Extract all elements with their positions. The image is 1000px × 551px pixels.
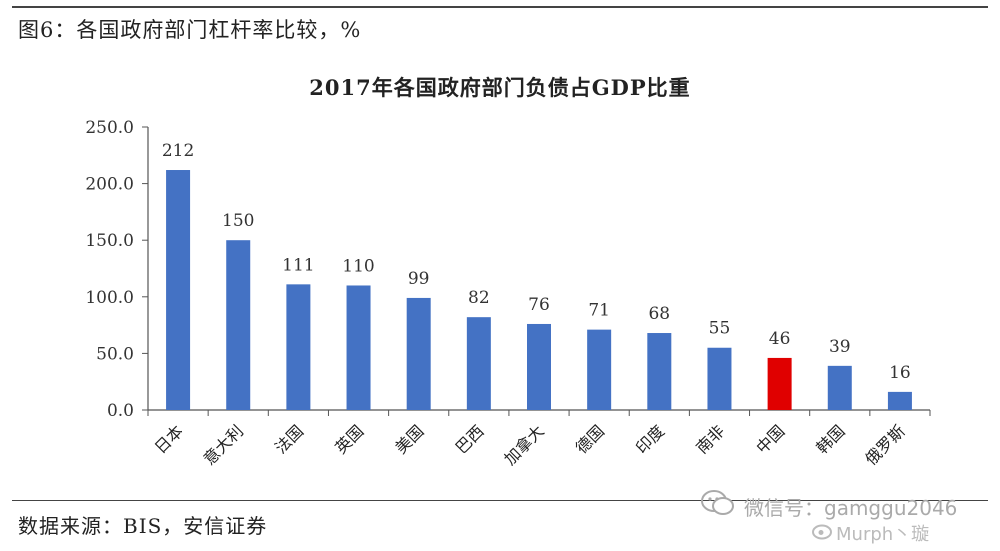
data-label: 99 bbox=[408, 269, 430, 289]
data-label: 111 bbox=[282, 255, 314, 275]
data-label: 212 bbox=[162, 141, 194, 161]
bar-1 bbox=[226, 240, 251, 410]
bar-4 bbox=[406, 297, 431, 410]
bar-0 bbox=[166, 170, 191, 410]
weibo-watermark: Murph丶璇 bbox=[836, 524, 930, 545]
data-label: 150 bbox=[222, 211, 254, 231]
source-note: 数据来源：BIS，安信证券 bbox=[18, 514, 268, 538]
bar-3 bbox=[346, 285, 371, 410]
bar-6 bbox=[527, 323, 551, 410]
category-label: 英国 bbox=[331, 421, 367, 457]
category-label: 韩国 bbox=[813, 421, 849, 457]
data-label: 55 bbox=[709, 319, 731, 339]
data-label: 16 bbox=[889, 363, 911, 383]
bar-5 bbox=[466, 317, 491, 410]
weibo-icon bbox=[812, 524, 832, 540]
category-label: 南非 bbox=[692, 421, 728, 457]
data-label: 46 bbox=[769, 329, 791, 349]
data-label: 71 bbox=[588, 301, 610, 321]
wechat-icon bbox=[701, 490, 734, 515]
data-label: 39 bbox=[829, 337, 851, 357]
bar-11 bbox=[827, 365, 852, 410]
y-tick-label: 250.0 bbox=[85, 118, 134, 138]
category-label: 法国 bbox=[271, 421, 307, 457]
bar-12 bbox=[887, 391, 912, 410]
data-label: 110 bbox=[342, 256, 374, 276]
figure-caption: 图6：各国政府部门杠杆率比较，% bbox=[18, 18, 362, 42]
data-label: 68 bbox=[648, 304, 670, 324]
category-label: 德国 bbox=[572, 421, 608, 457]
bar-2 bbox=[286, 284, 311, 410]
y-tick-label: 50.0 bbox=[96, 344, 134, 364]
y-tick-label: 0.0 bbox=[107, 401, 134, 421]
bar-7 bbox=[587, 329, 612, 410]
top-rule bbox=[12, 6, 988, 8]
category-label: 巴西 bbox=[452, 421, 488, 457]
y-tick-label: 150.0 bbox=[85, 231, 134, 251]
category-label: 日本 bbox=[151, 421, 187, 457]
category-label: 中国 bbox=[752, 421, 788, 457]
bar-10 bbox=[767, 357, 792, 410]
category-label: 美国 bbox=[391, 421, 427, 457]
chart-title: 2017年各国政府部门负债占GDP比重 bbox=[309, 75, 691, 100]
y-tick-label: 100.0 bbox=[85, 288, 134, 308]
bar-8 bbox=[647, 333, 672, 410]
data-label: 82 bbox=[468, 288, 490, 308]
bottom-rule bbox=[12, 500, 988, 501]
data-label: 76 bbox=[528, 295, 550, 315]
category-label: 意大利 bbox=[200, 421, 247, 468]
wechat-watermark: 微信号：gamggu2046 bbox=[744, 496, 958, 520]
y-tick-label: 200.0 bbox=[85, 175, 134, 195]
bar-9 bbox=[707, 347, 732, 410]
category-label: 加拿大 bbox=[500, 421, 547, 468]
category-label: 印度 bbox=[632, 421, 668, 457]
category-label: 俄罗斯 bbox=[861, 421, 908, 468]
bar-chart: 0.0 50.0 100.0 150.0 200.0 250.0 212 日本 150 意大利 11… bbox=[85, 118, 931, 469]
